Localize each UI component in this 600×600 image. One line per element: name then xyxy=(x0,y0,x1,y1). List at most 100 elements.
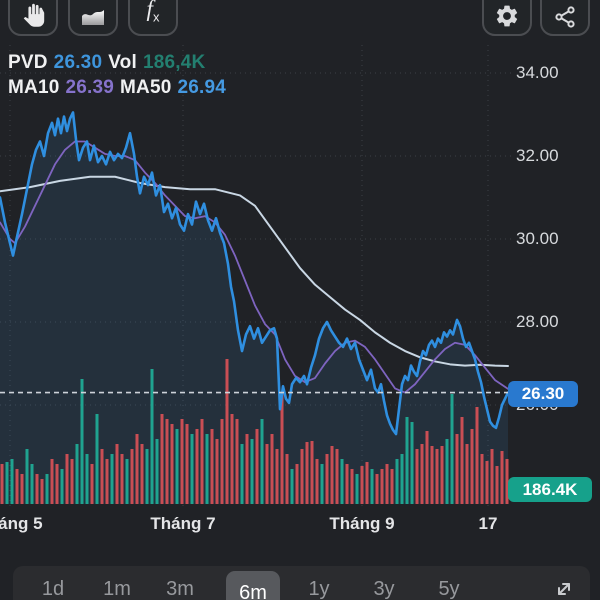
volume-bar xyxy=(220,419,224,504)
price-line xyxy=(0,111,510,436)
legend-ma10-value: 26.39 xyxy=(65,77,115,98)
volume-bar xyxy=(95,414,99,504)
settings-button[interactable] xyxy=(482,0,532,36)
chart-style-button[interactable] xyxy=(68,0,118,36)
volume-bar xyxy=(470,429,474,504)
volume-bar xyxy=(265,444,269,504)
volume-bar xyxy=(375,474,379,504)
share-button[interactable] xyxy=(540,0,590,36)
volume-bar xyxy=(260,419,264,504)
volume-bar xyxy=(430,446,434,504)
volume-bar xyxy=(105,459,109,504)
volume-bar xyxy=(205,434,209,504)
volume-bar xyxy=(290,469,294,504)
last-price-badge: 26.30 xyxy=(508,381,578,407)
volume-bar xyxy=(465,444,469,504)
volume-bar xyxy=(440,446,444,504)
volume-bar xyxy=(445,439,449,504)
volume-bar xyxy=(345,464,349,504)
legend-symbol: PVD xyxy=(8,52,48,73)
volume-bar xyxy=(15,469,19,504)
volume-bar xyxy=(230,414,234,504)
volume-bar xyxy=(150,369,154,504)
volume-bar xyxy=(55,464,59,504)
volume-bar xyxy=(110,454,114,504)
volume-bar xyxy=(335,449,339,504)
timeframe-1y[interactable]: 1y xyxy=(308,577,330,600)
timeframe-1d[interactable]: 1d xyxy=(41,577,65,600)
legend-ma50-label: MA50 xyxy=(120,77,172,98)
y-axis-label: 30.00 xyxy=(516,229,559,248)
hand-icon xyxy=(20,2,47,29)
volume-bar xyxy=(125,459,129,504)
volume-bar xyxy=(300,449,304,504)
volume-bar xyxy=(360,466,364,504)
volume-bar xyxy=(405,417,409,504)
timeframe-3m[interactable]: 3m xyxy=(166,577,194,600)
volume-bar xyxy=(135,434,139,504)
timeframe-1m[interactable]: 1m xyxy=(103,577,131,600)
volume-bar xyxy=(380,469,384,504)
volume-bar xyxy=(75,444,79,504)
volume-bar xyxy=(215,439,219,504)
volume-bar xyxy=(420,444,424,504)
volume-bar xyxy=(60,469,64,504)
volume-bar xyxy=(385,464,389,504)
volume-bar xyxy=(185,424,189,504)
legend-vol-label: Vol xyxy=(108,52,137,73)
volume-bar xyxy=(455,434,459,504)
x-axis-label: Tháng 9 xyxy=(329,514,395,533)
volume-bar xyxy=(505,459,509,504)
y-axis-label: 34.00 xyxy=(516,63,559,82)
volume-bar xyxy=(65,454,69,504)
volume-bar xyxy=(240,444,244,504)
volume-bar xyxy=(325,454,329,504)
volume-bar xyxy=(400,454,404,504)
volume-bar xyxy=(10,459,14,504)
volume-bar xyxy=(485,461,489,504)
fx-icon: fx xyxy=(146,0,160,25)
volume-bar xyxy=(425,431,429,504)
fullscreen-button[interactable] xyxy=(552,577,576,600)
timeframe-bar: 1d 1m 3m 6m 1y 3y 5y xyxy=(13,566,590,600)
volume-bar xyxy=(415,449,419,504)
volume-bar xyxy=(270,434,274,504)
volume-bar xyxy=(365,462,369,504)
volume-bar xyxy=(370,469,374,504)
volume-bar xyxy=(80,379,84,504)
volume-bar xyxy=(410,422,414,504)
timeframe-5y[interactable]: 5y xyxy=(438,577,460,600)
area-chart-icon xyxy=(79,5,107,29)
volume-bar xyxy=(285,454,289,504)
volume-bar xyxy=(35,474,39,504)
volume-bar xyxy=(315,459,319,504)
volume-bar xyxy=(145,449,149,504)
legend-ma50-value: 26.94 xyxy=(177,77,227,98)
ma50-line xyxy=(0,175,509,367)
volume-bar xyxy=(435,449,439,504)
indicators-button[interactable]: fx xyxy=(128,0,178,36)
volume-bar xyxy=(120,454,124,504)
y-axis-label: 28.00 xyxy=(516,312,559,331)
volume-bar xyxy=(115,444,119,504)
pan-tool-button[interactable] xyxy=(8,0,58,36)
volume-bar xyxy=(90,464,94,504)
volume-bar xyxy=(450,394,454,504)
settings-icon xyxy=(494,3,520,29)
volume-bar xyxy=(320,464,324,504)
timeframe-6m-selected[interactable]: 6m xyxy=(226,571,280,600)
volume-bar xyxy=(310,441,314,504)
y-axis-label: 32.00 xyxy=(516,146,559,165)
volume-bar xyxy=(350,469,354,504)
volume-bar xyxy=(5,462,9,504)
volume-bar xyxy=(340,459,344,504)
volume-bar xyxy=(175,429,179,504)
volume-bar xyxy=(280,394,284,504)
volume-bar xyxy=(25,449,29,504)
volume-bar xyxy=(495,466,499,504)
volume-bar xyxy=(30,464,34,504)
timeframe-3y[interactable]: 3y xyxy=(373,577,395,600)
volume-bar xyxy=(140,444,144,504)
